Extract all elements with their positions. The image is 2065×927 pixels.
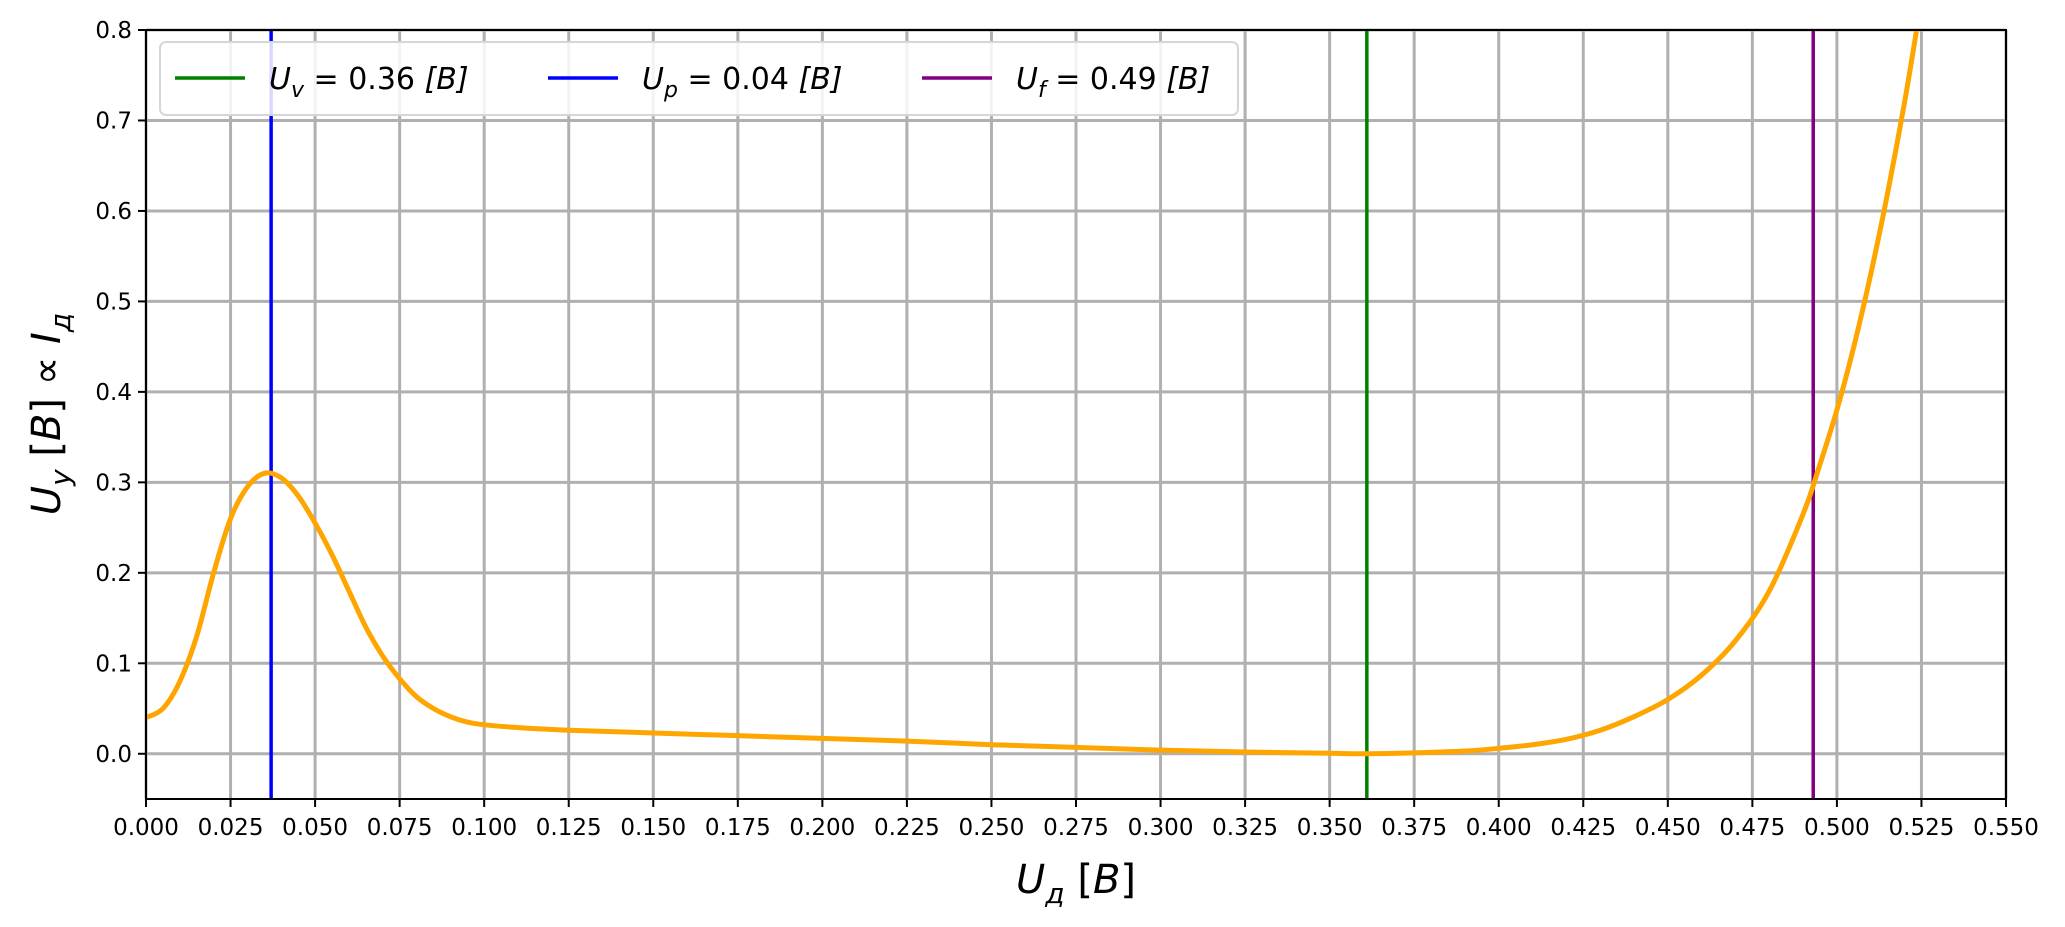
legend-label-f: Uf = 0.49 [B]: [1016, 62, 1210, 103]
x-tick-label: 0.075: [367, 815, 433, 841]
grid: [144, 28, 2008, 799]
plot-area: [146, 30, 1920, 799]
x-tick-label: 0.375: [1381, 815, 1447, 841]
legend-label-p: Up = 0.04 [B]: [642, 62, 842, 103]
x-tick-label: 0.525: [1889, 815, 1955, 841]
y-axis-label: Uy [B] ∝ Iд: [24, 313, 77, 515]
x-axis-label: Uд [B]: [1016, 857, 1136, 910]
x-tick-label: 0.000: [113, 815, 179, 841]
y-tick-label: 0.8: [95, 18, 132, 44]
x-axis-label-sub: д: [1044, 877, 1064, 910]
x-tick-label: 0.050: [282, 815, 348, 841]
y-tick-label: 0.5: [95, 289, 132, 315]
legend-label-v: Uv = 0.36 [B]: [269, 62, 469, 103]
x-axis: 0.000 0.025 0.050 0.075 0.100 0.125 0.150 0.175…: [113, 799, 2039, 841]
y-tick-label: 0.4: [95, 380, 132, 406]
x-tick-label: 0.100: [451, 815, 517, 841]
x-tick-label: 0.275: [1043, 815, 1109, 841]
x-tick-label: 0.025: [198, 815, 264, 841]
y-tick-label: 0.6: [95, 199, 132, 225]
x-tick-label: 0.425: [1550, 815, 1616, 841]
x-tick-label: 0.300: [1128, 815, 1194, 841]
x-tick-label: 0.500: [1804, 815, 1870, 841]
x-tick-label: 0.550: [1973, 815, 2039, 841]
x-tick-label: 0.350: [1297, 815, 1363, 841]
x-tick-label: 0.475: [1719, 815, 1785, 841]
x-axis-label-main: U: [1016, 857, 1045, 903]
legend: Uv = 0.36 [B] Up = 0.04 [B] Uf = 0.49 [B]: [159, 41, 1239, 116]
x-tick-label: 0.450: [1635, 815, 1701, 841]
legend-box: [159, 41, 1239, 116]
x-tick-label: 0.225: [874, 815, 940, 841]
y-tick-label: 0.7: [95, 108, 132, 134]
y-tick-label: 0.0: [95, 742, 132, 768]
y-axis: 0.0 0.1 0.2 0.3 0.4 0.5 0.6 0.7 0.8: [95, 18, 146, 768]
x-tick-label: 0.325: [1212, 815, 1278, 841]
x-tick-label: 0.400: [1466, 815, 1532, 841]
x-tick-label: 0.200: [789, 815, 855, 841]
x-tick-label: 0.175: [705, 815, 771, 841]
x-tick-label: 0.125: [536, 815, 602, 841]
x-tick-label: 0.250: [959, 815, 1025, 841]
series-line: [146, 30, 1920, 757]
y-tick-label: 0.3: [95, 470, 132, 496]
x-tick-label: 0.150: [620, 815, 686, 841]
y-tick-label: 0.2: [95, 561, 132, 587]
y-tick-label: 0.1: [95, 651, 132, 677]
